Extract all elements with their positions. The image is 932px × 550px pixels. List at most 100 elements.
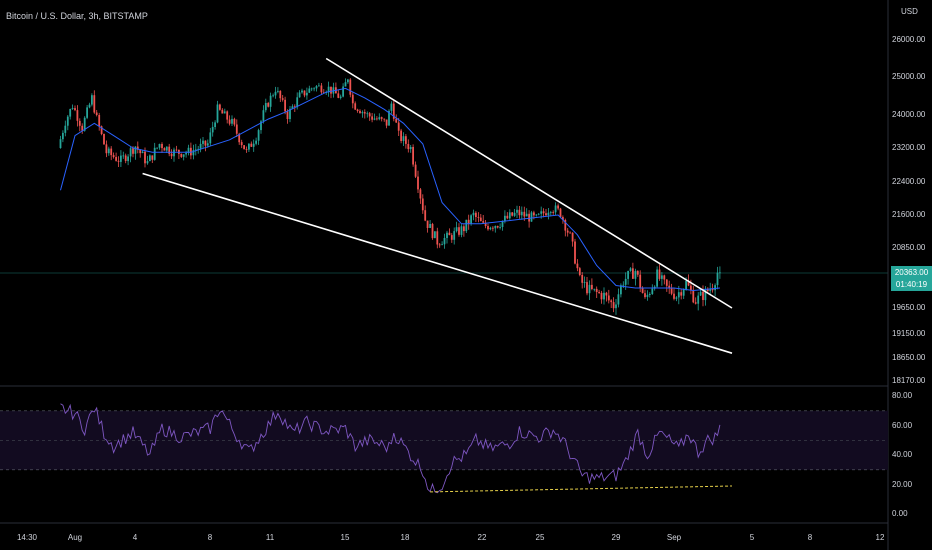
candle-up xyxy=(262,110,265,122)
candle-down xyxy=(424,210,427,221)
candle-down xyxy=(250,143,253,147)
price-tick-label: 19650.00 xyxy=(892,303,926,312)
candle-down xyxy=(368,113,371,117)
candle-down xyxy=(363,112,366,114)
candle-up xyxy=(603,292,605,300)
candle-up xyxy=(158,144,161,148)
candle-up xyxy=(62,132,64,140)
candle-up xyxy=(441,244,443,246)
candle-down xyxy=(496,226,499,228)
candle-down xyxy=(281,98,284,100)
candle-down xyxy=(407,144,410,150)
candle-down xyxy=(487,226,489,230)
candle-down xyxy=(421,198,424,211)
candle-up xyxy=(301,90,303,93)
candle-down xyxy=(117,160,120,162)
candle-down xyxy=(100,126,103,134)
candle-down xyxy=(533,212,535,216)
rsi-tick-label: 80.00 xyxy=(892,391,913,400)
candle-up xyxy=(540,211,543,214)
candle-down xyxy=(144,151,146,164)
candle-down xyxy=(293,106,296,108)
candle-up xyxy=(194,149,197,151)
candle-down xyxy=(161,144,163,149)
candle-up xyxy=(634,270,637,279)
candle-up xyxy=(313,88,315,90)
candle-down xyxy=(687,281,690,286)
candle-down xyxy=(711,289,714,291)
upper-trendline[interactable] xyxy=(325,57,733,309)
moving-average-line xyxy=(60,87,720,292)
price-tick-label: 21600.00 xyxy=(892,210,926,219)
lower-trendline[interactable] xyxy=(142,172,733,354)
candle-down xyxy=(74,108,76,111)
candle-down xyxy=(103,134,105,145)
candle-down xyxy=(475,212,477,217)
candle-up xyxy=(378,117,381,120)
candle-up xyxy=(651,288,654,294)
candle-up xyxy=(460,226,463,235)
time-tick-label: 15 xyxy=(340,533,350,542)
candle-down xyxy=(320,85,323,93)
candle-up xyxy=(554,205,557,213)
candle-up xyxy=(446,232,448,238)
candle-down xyxy=(267,103,270,107)
candle-down xyxy=(467,219,470,224)
candle-up xyxy=(516,209,518,213)
candle-up xyxy=(508,212,511,219)
candle-up xyxy=(388,110,390,126)
candle-down xyxy=(240,142,243,146)
candle-down xyxy=(518,209,521,216)
candle-up xyxy=(86,107,88,118)
candle-down xyxy=(286,111,289,119)
candle-up xyxy=(223,111,226,114)
candle-up xyxy=(165,146,168,151)
candle-up xyxy=(206,143,209,146)
candle-up xyxy=(211,126,214,133)
candle-down xyxy=(564,220,567,231)
candle-down xyxy=(559,208,562,218)
candle-down xyxy=(380,117,383,119)
candle-down xyxy=(190,147,192,156)
candle-down xyxy=(395,118,398,123)
candle-up xyxy=(289,108,291,119)
candle-down xyxy=(351,94,354,104)
candle-up xyxy=(315,86,318,89)
time-tick-label: 4 xyxy=(132,533,138,542)
time-tick-label: 22 xyxy=(477,533,487,542)
candle-down xyxy=(586,282,588,294)
candle-down xyxy=(284,99,286,112)
price-tick-label: 22400.00 xyxy=(892,177,926,186)
candle-down xyxy=(595,288,598,292)
candle-up xyxy=(429,224,431,228)
candle-up xyxy=(646,294,649,297)
candle-up xyxy=(629,268,632,271)
candle-down xyxy=(523,211,526,217)
candle-up xyxy=(197,148,200,150)
candle-down xyxy=(136,146,139,150)
candle-up xyxy=(296,97,299,108)
candle-down xyxy=(112,155,115,157)
candle-up xyxy=(699,291,702,296)
candle-down xyxy=(303,90,306,96)
chart-title: Bitcoin / U.S. Dollar, 3h, BITSTAMP xyxy=(6,11,148,21)
candle-up xyxy=(260,121,262,131)
rsi-tick-label: 20.00 xyxy=(892,479,913,489)
candle-down xyxy=(243,145,245,150)
price-tick-label: 18650.00 xyxy=(892,353,926,362)
candle-up xyxy=(709,289,712,292)
current-price-badge: 20363.00 01:40:19 xyxy=(891,266,932,291)
candle-down xyxy=(376,118,378,120)
rsi-tick-label: 40.00 xyxy=(892,450,913,459)
candle-up xyxy=(257,130,260,141)
candle-down xyxy=(566,230,569,233)
rsi-trendline[interactable] xyxy=(430,485,733,493)
candle-up xyxy=(291,106,294,109)
candle-up xyxy=(366,113,369,115)
rsi-tick-label: 0.00 xyxy=(892,509,908,518)
candle-down xyxy=(228,119,231,124)
candle-up xyxy=(443,238,446,245)
candle-up xyxy=(697,295,700,304)
candle-up xyxy=(537,213,540,215)
